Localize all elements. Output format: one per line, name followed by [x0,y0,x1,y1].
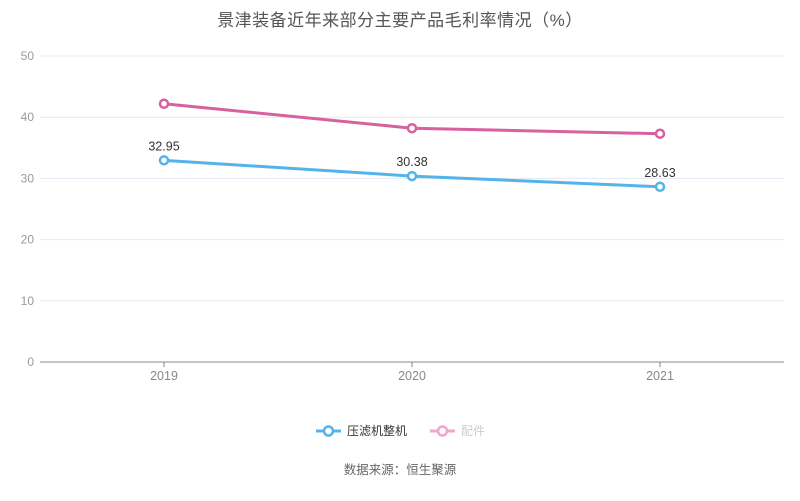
line-series-icon [315,425,341,437]
svg-text:2021: 2021 [646,369,674,383]
legend-item-peijian[interactable]: 配件 [429,424,485,438]
chart-title: 景津装备近年来部分主要产品毛利率情况（%） [217,11,583,30]
svg-text:32.95: 32.95 [148,139,179,153]
svg-text:2020: 2020 [398,369,426,383]
svg-text:0: 0 [27,355,34,369]
legend-label-yalvji: 压滤机整机 [346,424,407,438]
legend-label-peijian: 配件 [461,424,486,438]
svg-text:2019: 2019 [150,369,178,383]
legend: 压滤机整机 配件 [0,424,800,438]
line-chart: 0 10 20 30 40 50 2019 2020 2021 32.95 30.38 28.63 [21,49,784,383]
svg-text:10: 10 [21,294,35,308]
legend-item-yalvji[interactable]: 压滤机整机 [315,424,407,438]
svg-text:50: 50 [21,49,35,63]
svg-text:28.63: 28.63 [644,166,675,180]
data-source: 数据来源：恒生聚源 [343,463,457,477]
legend-circle [322,425,335,437]
svg-text:40: 40 [21,110,35,124]
svg-text:30.38: 30.38 [396,155,427,169]
svg-text:30: 30 [21,171,35,185]
legend-circle [436,425,449,437]
svg-text:20: 20 [21,233,35,247]
line-series-icon [430,425,455,437]
